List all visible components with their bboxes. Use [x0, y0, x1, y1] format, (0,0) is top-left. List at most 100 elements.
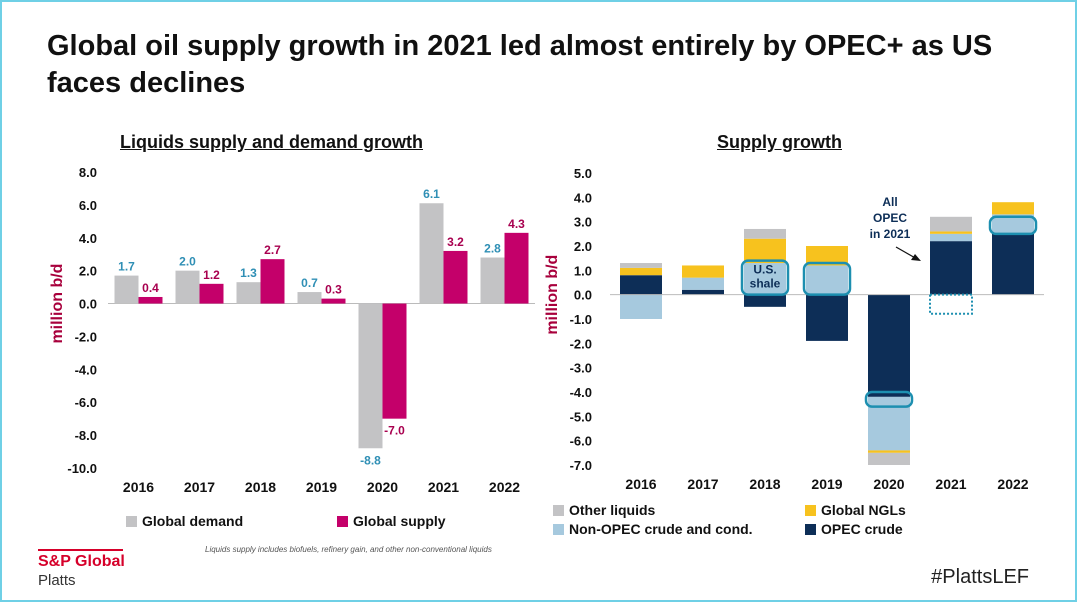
data-label-global-supply: 1.2	[203, 268, 220, 282]
bar-global-demand	[297, 292, 322, 304]
y-tick-label: -4.0	[75, 362, 97, 377]
legend-swatch-opec-crude	[805, 524, 816, 535]
bar-global-supply	[260, 259, 285, 304]
legend-label: Other liquids	[569, 502, 656, 518]
y-tick-label: 1.0	[574, 263, 592, 278]
data-label-global-demand: 2.8	[484, 242, 501, 256]
bar-non-opec	[930, 233, 972, 242]
y-tick-label: -2.0	[75, 329, 97, 344]
y-axis-label: million b/d	[49, 264, 66, 344]
x-tick-label: 2020	[873, 476, 904, 492]
legend-label: OPEC crude	[821, 521, 903, 537]
x-tick-label: 2019	[811, 476, 842, 492]
legend-swatch-global-demand	[126, 516, 137, 527]
data-label-global-supply: 0.3	[325, 283, 342, 297]
data-label-global-demand: 2.0	[179, 255, 196, 269]
bar-global-supply	[504, 232, 529, 304]
brand-logo: S&P Global	[38, 553, 125, 570]
bar-opec-crude	[620, 275, 662, 295]
legend-label: Global demand	[142, 513, 244, 529]
bar-non-opec	[806, 265, 848, 295]
right-chart: 5.0 4.0 3.0 2.0 1.0 0.0 -1.0 -2.0 -3.0 -4.0 -5.0 -6…	[544, 166, 1044, 492]
legend-swatch-non-opec	[553, 524, 564, 535]
data-label-global-demand: 1.3	[240, 266, 257, 280]
bar-global-demand	[175, 270, 200, 304]
bar-global-supply	[443, 250, 468, 304]
legend-label: Global supply	[353, 513, 446, 529]
bar-global-demand	[236, 282, 261, 304]
x-tick-label: 2022	[997, 476, 1028, 492]
legend-swatch-global-ngls	[805, 505, 816, 516]
x-tick-label: 2022	[489, 479, 520, 495]
bar-other-liquids	[620, 263, 662, 268]
bar-non-opec	[682, 277, 724, 290]
legend-opec-crude: OPEC crude	[805, 521, 903, 537]
data-label-global-supply: 4.3	[508, 217, 525, 231]
highlight-us-shale-2018	[740, 259, 790, 296]
annotation-us-shale: shale	[750, 277, 781, 291]
highlight-us-shale-2019	[802, 261, 852, 296]
left-chart: 8.0 6.0 4.0 2.0 0.0 -2.0 -4.0 -6.0 -8.0 -10.0 mill…	[49, 165, 535, 495]
y-tick-label: -10.0	[67, 461, 97, 476]
y-tick-label: -7.0	[570, 458, 592, 473]
bar-global-demand	[419, 203, 444, 304]
data-label-global-supply: 2.7	[264, 243, 281, 257]
bar-other-liquids	[868, 452, 910, 465]
data-label-global-demand: 1.7	[118, 260, 135, 274]
y-tick-label: -5.0	[570, 409, 592, 424]
legend-global-ngls: Global NGLs	[805, 502, 906, 518]
bar-global-demand	[114, 275, 139, 304]
legend-non-opec: Non-OPEC crude and cond.	[553, 521, 753, 537]
x-tick-label: 2017	[687, 476, 718, 492]
data-label-global-supply: 0.4	[142, 281, 159, 295]
bar-opec-crude	[682, 289, 724, 295]
y-tick-label: -6.0	[570, 434, 592, 449]
bar-non-opec	[868, 396, 910, 451]
x-tick-label: 2021	[935, 476, 966, 492]
legend-swatch-global-supply	[337, 516, 348, 527]
brand-sub: Platts	[38, 572, 76, 589]
y-tick-label: -2.0	[570, 336, 592, 351]
data-label-global-demand: 0.7	[301, 276, 318, 290]
right-chart-title: Supply growth	[717, 132, 842, 152]
x-tick-label: 2020	[367, 479, 398, 495]
bar-non-opec	[992, 214, 1034, 234]
bar-global-ngls	[744, 238, 786, 264]
annotation-all-opec: in 2021	[870, 227, 911, 241]
data-label-global-demand: 6.1	[423, 187, 440, 201]
legend-other-liquids: Other liquids	[553, 502, 655, 518]
bar-global-ngls	[930, 231, 972, 234]
bar-opec-crude	[992, 233, 1034, 295]
y-tick-label: -1.0	[570, 312, 592, 327]
bar-other-liquids	[744, 228, 786, 239]
y-tick-label: 4.0	[574, 190, 592, 205]
bar-global-ngls	[682, 265, 724, 278]
brand-rule	[38, 549, 123, 551]
x-tick-label: 2016	[625, 476, 656, 492]
left-chart-title: Liquids supply and demand growth	[120, 132, 424, 152]
bar-global-demand	[358, 303, 383, 449]
legend-global-supply: Global supply	[337, 513, 446, 529]
data-label-global-supply: -7.0	[384, 424, 405, 438]
highlight-us-decline-2021	[929, 293, 973, 315]
y-tick-label: 0.0	[79, 297, 97, 312]
highlight-us-shale-2020	[864, 390, 914, 408]
x-tick-label: 2017	[184, 479, 215, 495]
bar-opec-crude	[806, 294, 848, 341]
y-tick-label: 0.0	[574, 288, 592, 303]
legend-label: Non-OPEC crude and cond.	[569, 521, 753, 537]
bar-other-liquids	[930, 216, 972, 232]
bar-global-supply	[321, 298, 346, 304]
bar-global-ngls	[868, 450, 910, 453]
bar-global-demand	[480, 257, 505, 304]
data-label-global-supply: 3.2	[447, 235, 464, 249]
hashtag: #PlattsLEF	[931, 566, 1029, 588]
bar-opec-crude	[744, 294, 786, 307]
bar-opec-crude	[930, 241, 972, 295]
bar-global-supply	[138, 296, 163, 304]
y-tick-label: -4.0	[570, 385, 592, 400]
bar-global-ngls	[992, 202, 1034, 215]
y-tick-label: -8.0	[75, 428, 97, 443]
bar-opec-crude	[868, 294, 910, 397]
